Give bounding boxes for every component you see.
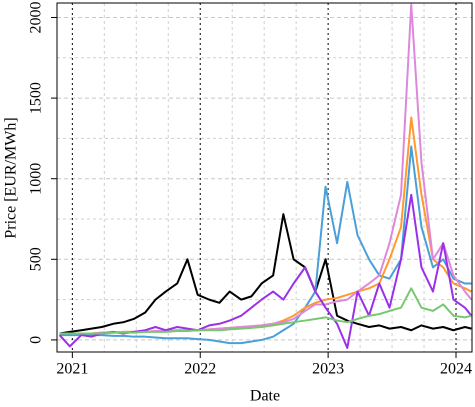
y-tick-label: 1500 — [28, 82, 45, 114]
x-tick-label: 2023 — [312, 361, 344, 378]
x-axis-label: Date — [250, 388, 280, 405]
series-line — [59, 213, 472, 335]
x-tick-label: 2024 — [440, 361, 472, 378]
y-tick-label: 2000 — [28, 2, 45, 34]
x-tick-label: 2021 — [56, 361, 88, 378]
y-tick-label: 1000 — [28, 163, 45, 195]
plot-border — [56, 2, 473, 353]
y-axis-label: Price [EUR/MWh] — [3, 117, 20, 238]
series-line — [59, 287, 472, 335]
y-tick-label: 500 — [28, 247, 45, 271]
series-line — [59, 145, 472, 345]
series-line — [59, 116, 472, 335]
x-tick-label: 2022 — [184, 361, 216, 378]
y-tick-label: 0 — [28, 336, 45, 344]
